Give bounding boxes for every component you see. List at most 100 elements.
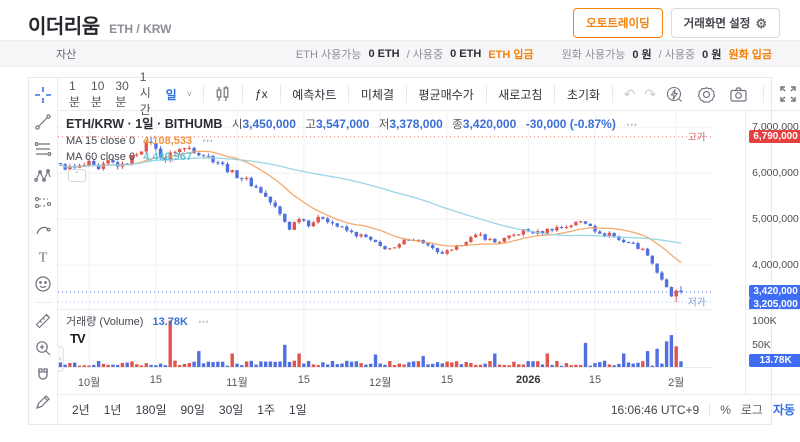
autotrading-button[interactable]: 오토트레이딩 [573,8,663,38]
volume-more-icon[interactable]: ⋯ [198,316,211,328]
krw-inuse-label: / 사용중 [658,48,696,61]
text-icon[interactable]: T [34,248,52,266]
forecast-icon[interactable] [34,194,52,212]
ma15-label: MA 15 close 0 [66,135,136,147]
volume-tick: 50K [752,338,771,351]
header-buttons: 오토트레이딩 거래화면 설정 ⚙ [573,8,780,38]
toolbar-button-초기화[interactable]: 초기화 [566,87,601,102]
screen-settings-button[interactable]: 거래화면 설정 ⚙ [670,8,780,38]
chart-panes: 고가 저가 10월 15 11월 15 12월 15 2026 15 2월 [58,111,712,393]
timeframe-1분[interactable]: 1분 [69,78,81,109]
ma60-value: 4,440,967 [143,151,193,163]
volume-value: 13.78K [152,316,188,328]
close-value: 3,420,000 [462,117,517,131]
time-tick-15: 15 [588,374,602,386]
time-tick-11월: 11월 [226,377,248,389]
range-button-1주[interactable]: 1주 [257,403,275,417]
fullscreen-icon[interactable] [779,85,797,103]
redo-icon[interactable]: ↷ [644,85,657,102]
emoji-icon[interactable] [34,275,52,293]
change-value: -30,000 (-0.87%) [525,117,616,131]
indicators-icon[interactable]: ƒx [255,87,268,101]
high-label: 고 [305,119,316,131]
krw-deposit-link[interactable]: 원화 입금 [728,48,772,61]
range-button-1년[interactable]: 1년 [103,403,122,417]
asset-label: 자산 [56,48,77,61]
magnet-icon[interactable] [34,366,52,384]
page-header: 이더리움 ETH / KRW 오토트레이딩 거래화면 설정 ⚙ [0,0,800,40]
low-price-badge: 3,205,000 [749,298,800,309]
range-button-180일[interactable]: 180일 [135,403,167,417]
chevron-down-icon[interactable]: ˅ [186,89,192,99]
close-label: 종 [452,119,463,131]
krw-inuse-value: 0 원 [702,48,722,61]
time-axis[interactable]: 10월 15 11월 15 12월 15 2026 15 2월 [58,367,712,393]
svg-text:고가: 고가 [688,131,706,143]
price-tick: 6,000,000 [752,167,799,180]
toolbar-button-평균매수가[interactable]: 평균매수가 [418,87,474,102]
range-button-90일[interactable]: 90일 [180,403,205,417]
volume-label: 거래량 (Volume) [66,316,144,328]
timeframe-10분[interactable]: 10분 [91,78,105,109]
time-tick-15: 15 [149,374,162,386]
undo-icon[interactable]: ↶ [623,85,636,102]
timeframe-30분[interactable]: 30분 [115,78,129,109]
camera-icon[interactable] [729,85,748,104]
tradingview-logo[interactable]: TV [70,331,86,346]
crosshair-icon[interactable] [34,86,52,104]
timeframe-1시간[interactable]: 1시간 [139,70,151,117]
chart-bottom-bar: 2년 1년 180일 90일 30일 1주 1일 16:06:46 UTC+9 % 로그 자… [58,394,800,424]
screen-settings-label: 거래화면 설정 [683,18,751,30]
low-value: 3,378,000 [389,117,443,131]
toolbar-button-예측차트[interactable]: 예측차트 [292,87,337,102]
sidebar-collapse-handle[interactable]: ‹ [57,346,64,372]
eth-available-label: ETH 사용가능 [295,48,362,61]
zoom-in-icon[interactable] [34,339,52,357]
ma60-label: MA 60 close 0 [66,151,136,163]
candle-style-icon[interactable] [214,85,231,103]
price-tick: 7,000,000 [752,121,799,134]
toolbar-button-미체결[interactable]: 미체결 [360,87,395,102]
ma15-value: 4,108,533 [143,135,193,147]
log-scale-button[interactable]: 로그 [740,403,763,417]
flash-icon[interactable] [665,85,684,104]
settings-icon[interactable] [697,85,716,104]
range-button-1일[interactable]: 1일 [289,403,307,417]
range-button-30일[interactable]: 30일 [218,403,244,417]
svg-text:T: T [39,251,48,266]
eth-deposit-link[interactable]: ETH 입금 [488,48,534,61]
high-value: 3,547,000 [315,117,370,131]
legend-collapse-button[interactable]: ˆ [68,169,86,182]
legend-more-icon[interactable]: ⋯ [626,119,639,131]
ruler-icon[interactable] [34,312,52,330]
legend-symbol: ETH/KRW · 1일 · BITHUMB [66,117,223,131]
price-axis[interactable]: 7,000,0006,000,0005,000,0004,000,0003,00… [745,111,800,394]
ma15-more-icon[interactable]: ⋯ [202,135,215,147]
range-button-2년[interactable]: 2년 [72,403,90,417]
chart-legend: ETH/KRW · 1일 · BITHUMB 시3,450,000 고3,547… [66,116,638,165]
eth-inuse-label: / 사용중 [406,48,444,61]
low-label: 저 [378,119,390,131]
trend-line-icon[interactable] [34,113,52,131]
auto-scale-button[interactable]: 자동 [772,403,796,417]
price-tick: 5,000,000 [752,213,799,226]
brush-icon[interactable] [34,221,52,239]
krw-available-label: 원화 사용가능 [561,48,626,61]
toolbar-button-새로고침[interactable]: 새로고침 [498,87,543,102]
xabcd-pattern-icon[interactable] [34,167,52,185]
timeframe-일[interactable]: 일 [165,87,177,102]
draw-icon[interactable] [34,393,52,411]
asset-items: ETH 사용가능 0 ETH / 사용중 0 ETH ETH 입금 원화 사용가… [296,46,772,62]
asset-bar: 자산 ETH 사용가능 0 ETH / 사용중 0 ETH ETH 입금 원화 … [0,40,800,67]
clock[interactable]: 16:06:46 UTC+9 [610,402,700,417]
price-tick: 4,000,000 [752,259,799,272]
range-buttons: 2년 1년 180일 90일 30일 1주 1일 [72,401,307,418]
percent-scale-button[interactable]: % [720,402,731,417]
chart-area[interactable]: 고가 저가 10월 15 11월 15 12월 15 2026 15 2월 7,000,000 6,… [58,111,800,394]
ma60-more-icon[interactable]: ⋯ [202,151,215,163]
volume-pane[interactable] [58,309,712,367]
high-price-badge: 6,790,000 [749,130,800,144]
fib-retracement-icon[interactable] [34,140,52,158]
time-tick-10월: 10월 [77,377,101,389]
